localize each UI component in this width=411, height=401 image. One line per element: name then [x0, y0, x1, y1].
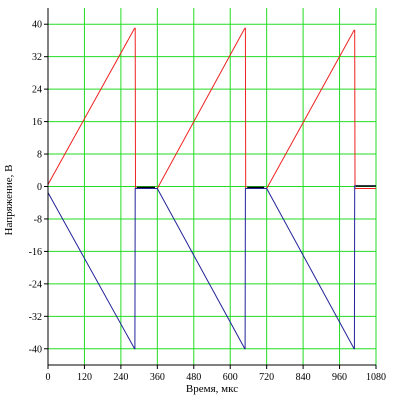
x-tick-label: 360	[150, 372, 165, 383]
x-tick-label: 1080	[366, 372, 386, 383]
y-tick-label: -40	[29, 344, 42, 355]
y-tick-label: -8	[34, 214, 42, 225]
y-tick-label: -32	[29, 312, 42, 323]
series-line-1	[47, 27, 376, 189]
x-tick-label: 840	[296, 372, 311, 383]
grid	[47, 8, 377, 365]
x-tick-label: 240	[113, 372, 128, 383]
x-tick-label: 120	[77, 372, 92, 383]
y-tick-label: 16	[32, 117, 42, 128]
y-tick-label: -16	[29, 247, 42, 258]
series-group	[47, 27, 376, 350]
x-tick-label: 600	[223, 372, 238, 383]
y-tick-label: 8	[37, 150, 42, 161]
y-tick-labels: 40 32 24 16 8 0 -8 -16 -24 -32 -40	[29, 20, 42, 356]
x-tick-labels: 0 120 240 360 480 600 720 840 960 1080	[46, 372, 387, 383]
y-tick-label: 0	[37, 182, 42, 193]
y-tick-label: 24	[32, 85, 42, 96]
axes	[44, 8, 377, 369]
y-tick-label: 32	[32, 52, 42, 63]
x-tick-label: 720	[259, 372, 274, 383]
x-tick-label: 960	[332, 372, 347, 383]
y-tick-label: -24	[29, 279, 42, 290]
y-tick-label: 40	[32, 20, 42, 31]
series-line-2	[47, 185, 376, 350]
x-axis-label: Время, мкс	[186, 383, 238, 395]
y-axis-label: Напряжение, В	[3, 165, 15, 236]
x-tick-label: 0	[46, 372, 51, 383]
x-tick-label: 480	[186, 372, 201, 383]
